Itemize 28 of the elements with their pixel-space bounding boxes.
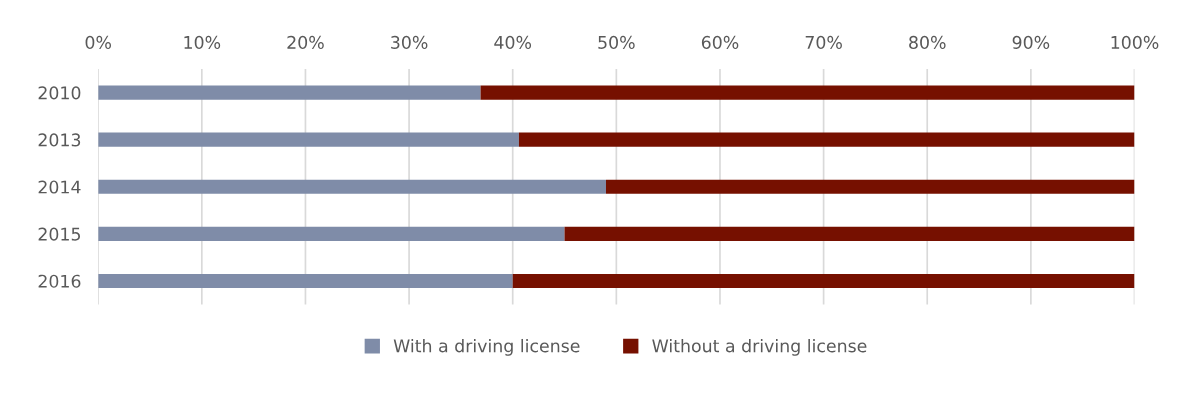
x-tick-label: 10%	[184, 35, 221, 49]
x-tick-label: 90%	[1012, 35, 1050, 49]
y-tick-label: 2010	[38, 86, 81, 100]
x-tick-label: 0%	[85, 35, 111, 49]
legend-label: Without a driving license	[652, 338, 867, 356]
y-tick-label: 2016	[38, 274, 81, 288]
x-tick-label: 40%	[494, 35, 532, 49]
y-tick-label: 2013	[38, 133, 81, 147]
bar	[512, 273, 1135, 289]
x-tick-label: 60%	[701, 35, 739, 49]
x-tick-label: 100%	[1111, 35, 1159, 49]
x-tick-label: 50%	[598, 35, 635, 49]
bar	[564, 226, 1135, 241]
bar	[98, 226, 565, 241]
bar	[98, 85, 481, 100]
bar	[480, 85, 1135, 100]
x-tick-label: 20%	[287, 35, 324, 49]
x-tick-label: 80%	[909, 35, 946, 49]
y-tick-label: 2015	[38, 227, 80, 241]
bar	[98, 273, 513, 289]
y-tick-label: 2014	[38, 180, 81, 194]
x-tick-label: 70%	[805, 35, 842, 49]
bar	[605, 179, 1135, 194]
legend-label: With a driving license	[393, 338, 580, 356]
bar	[518, 132, 1135, 147]
bar	[98, 132, 519, 147]
x-tick-label: 30%	[391, 35, 428, 49]
bar	[98, 179, 606, 194]
